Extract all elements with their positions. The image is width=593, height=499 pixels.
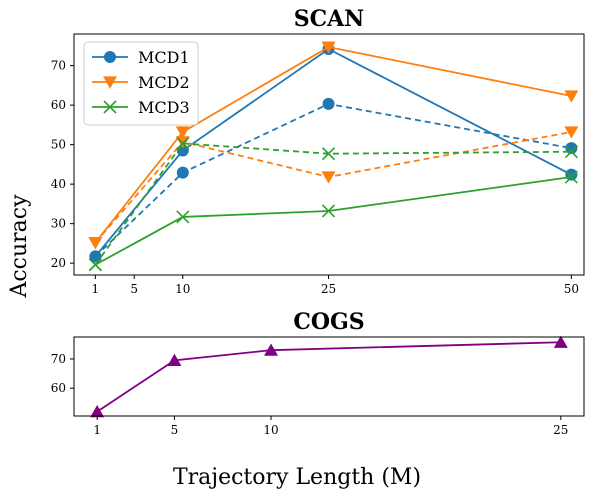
scan-ytick-label-30: 30 <box>51 217 66 231</box>
scan-series-5-point-3 <box>564 145 578 159</box>
scan-series-4-point-2 <box>321 171 336 184</box>
scan-series-2-point-2 <box>321 204 336 218</box>
y-axis-label: Accuracy <box>7 194 32 299</box>
scan-legend-marker-0 <box>104 51 116 63</box>
scan-legend-marker-2-b <box>103 100 117 114</box>
cogs-xtick-label-25: 25 <box>553 423 568 437</box>
cogs-xtick-label-1: 1 <box>93 423 101 437</box>
scan-ytick-label-60: 60 <box>51 98 66 112</box>
scan-series-3-line <box>94 102 572 258</box>
cogs-title: COGS <box>293 309 364 335</box>
scan-series-5-point-1-b <box>176 136 190 151</box>
cogs-series-0-point-3 <box>553 335 568 348</box>
scan-series-5-point-1 <box>176 136 190 151</box>
scan-series-5-point-3-b <box>564 145 578 159</box>
scan-xtick-label-5: 5 <box>130 282 138 296</box>
scan-series-3-point-2 <box>322 97 335 110</box>
scan-title: SCAN <box>294 6 365 32</box>
scan-xtick-label-1: 1 <box>92 282 100 296</box>
cogs-ytick-label-70: 70 <box>51 352 66 366</box>
scan-series-5-point-2-b <box>321 147 336 161</box>
scan-series-5-point-0-b <box>88 258 102 272</box>
scan-series-4-point-0 <box>88 237 103 250</box>
scan-xtick-label-25: 25 <box>321 282 336 296</box>
scan-series-2-point-1-b <box>176 210 190 224</box>
scan-ytick-label-40: 40 <box>51 177 66 191</box>
scan-legend-label-0: MCD1 <box>138 48 190 67</box>
scan-series-5-point-2 <box>321 147 336 161</box>
scan-legend-marker-2 <box>103 100 117 114</box>
cogs-series-0-point-2 <box>264 343 279 356</box>
scan-ytick-label-70: 70 <box>51 59 66 73</box>
scan-series-0-point-3 <box>565 168 578 181</box>
scan-series-3-point-1 <box>176 166 189 179</box>
cogs-series-0-point-1 <box>167 353 182 367</box>
scan-series-1-point-3 <box>564 90 579 103</box>
scan-series-1-line <box>94 46 572 244</box>
scan-series-2-point-3 <box>564 170 578 184</box>
scan-series-2-point-1 <box>176 210 190 224</box>
scan-xtick-label-50: 50 <box>564 282 579 296</box>
scan-legend-label-2: MCD3 <box>138 98 190 117</box>
scan-series-2-point-3-b <box>564 170 578 184</box>
cogs-ytick-label-60: 60 <box>51 381 66 395</box>
cogs-axes-frame <box>73 336 585 417</box>
scan-legend: MCD1 MCD2 MCD3 <box>83 41 199 126</box>
scan-legend-marker-1 <box>103 76 117 89</box>
cogs-series-0-line <box>96 341 561 413</box>
cogs-xtick-label-5: 5 <box>171 423 179 437</box>
scan-series-5-point-0 <box>88 258 102 272</box>
scan-xtick-label-10: 10 <box>175 282 190 296</box>
scan-series-2-point-2-b <box>321 204 336 218</box>
scan-series-4-point-3 <box>564 126 579 139</box>
scan-series-5-line <box>94 142 572 266</box>
scan-series-1-point-2 <box>321 41 336 54</box>
scan-series-1-point-1 <box>175 126 190 139</box>
scan-legend-label-1: MCD2 <box>138 73 190 92</box>
scan-ytick-label-50: 50 <box>51 138 66 152</box>
scan-series-2-line <box>94 176 572 266</box>
cogs-xtick-label-10: 10 <box>263 423 278 437</box>
scan-ytick-label-20: 20 <box>51 256 66 270</box>
x-axis-label: Trajectory Length (M) <box>173 465 421 490</box>
cogs-series-0-point-0 <box>90 404 105 418</box>
scan-series-3-point-0 <box>89 250 102 263</box>
